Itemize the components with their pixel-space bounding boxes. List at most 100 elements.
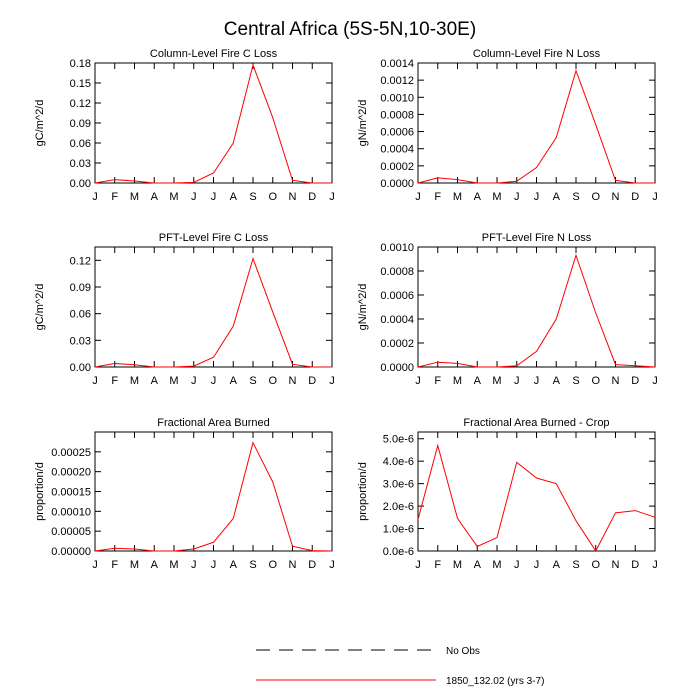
series-line [94, 256, 332, 368]
y-axis-label: proportion/d [357, 462, 369, 521]
x-tick-label: J [534, 191, 540, 203]
x-tick-label: J [92, 375, 98, 387]
x-tick-label: D [631, 559, 639, 571]
x-tick-label: J [415, 559, 421, 571]
y-tick-label: 3.0e-6 [383, 479, 414, 491]
x-tick-label: N [612, 191, 620, 203]
x-tick-label: J [211, 375, 217, 387]
x-tick-label: N [612, 375, 620, 387]
y-tick-label: 2.0e-6 [383, 501, 414, 513]
panel-title: Fractional Area Burned [157, 417, 270, 429]
y-tick-label: 5.0e-6 [383, 434, 414, 446]
panel-title: Fractional Area Burned - Crop [463, 417, 609, 429]
x-tick-label: F [434, 559, 441, 571]
x-tick-label: A [553, 191, 561, 203]
y-tick-label: 0.0000 [380, 178, 414, 190]
panel-title: Column-Level Fire C Loss [150, 48, 278, 60]
y-tick-label: 0.00005 [51, 526, 91, 538]
y-tick-label: 0.0002 [380, 161, 414, 173]
x-tick-label: F [111, 559, 118, 571]
x-tick-label: O [591, 559, 600, 571]
y-tick-label: 0.0000 [380, 362, 414, 374]
x-tick-label: A [230, 375, 238, 387]
x-tick-label: J [211, 191, 217, 203]
y-tick-label: 0.12 [70, 98, 91, 110]
y-tick-label: 0.0014 [380, 58, 414, 70]
x-tick-label: S [572, 375, 579, 387]
x-tick-label: O [268, 559, 277, 571]
y-tick-label: 0.0012 [380, 75, 414, 87]
x-tick-label: S [572, 559, 579, 571]
y-axis-label: proportion/d [34, 462, 46, 521]
x-tick-label: J [514, 375, 520, 387]
x-tick-label: M [169, 559, 178, 571]
panel-title: PFT-Level Fire C Loss [159, 232, 269, 244]
x-tick-label: A [474, 559, 482, 571]
x-tick-label: A [151, 559, 159, 571]
x-tick-label: J [514, 559, 520, 571]
y-tick-label: 0.0008 [380, 266, 414, 278]
series-line [417, 69, 655, 184]
y-axis-label: gC/m^2/d [34, 284, 46, 331]
x-tick-label: M [492, 559, 501, 571]
x-tick-label: J [211, 559, 217, 571]
x-tick-label: M [453, 191, 462, 203]
x-tick-label: M [130, 375, 139, 387]
x-tick-label: J [191, 375, 197, 387]
series-line [417, 253, 656, 368]
x-tick-label: M [169, 375, 178, 387]
legend-label-model: 1850_132.02 (yrs 3-7) [446, 676, 544, 687]
y-tick-label: 0.03 [70, 158, 91, 170]
x-tick-label: S [572, 191, 579, 203]
x-tick-label: O [268, 191, 277, 203]
panel-title: PFT-Level Fire N Loss [482, 232, 592, 244]
y-tick-label: 0.12 [70, 255, 91, 267]
y-tick-label: 0.06 [70, 309, 91, 321]
x-tick-label: J [329, 375, 335, 387]
x-tick-label: D [308, 559, 316, 571]
x-tick-label: N [289, 375, 297, 387]
x-tick-label: F [434, 375, 441, 387]
series-line [94, 63, 332, 184]
y-tick-label: 0.00 [70, 178, 91, 190]
x-tick-label: D [308, 191, 316, 203]
y-tick-label: 0.00015 [51, 487, 91, 499]
y-tick-label: 0.0002 [380, 338, 414, 350]
plot-frame [417, 431, 656, 552]
x-tick-label: J [92, 191, 98, 203]
x-tick-label: J [329, 191, 335, 203]
y-tick-label: 0.0004 [380, 314, 414, 326]
y-tick-label: 0.00 [70, 362, 91, 374]
x-tick-label: F [434, 191, 441, 203]
x-tick-label: J [191, 559, 197, 571]
x-tick-label: J [191, 191, 197, 203]
y-tick-label: 0.03 [70, 335, 91, 347]
x-tick-label: M [130, 191, 139, 203]
x-tick-label: J [329, 559, 335, 571]
x-tick-label: J [534, 559, 540, 571]
x-tick-label: J [514, 191, 520, 203]
x-tick-label: O [268, 375, 277, 387]
x-tick-label: J [415, 191, 421, 203]
y-axis-label: gN/m^2/d [357, 284, 369, 331]
x-tick-label: N [289, 191, 297, 203]
y-tick-label: 0.00010 [51, 506, 91, 518]
x-tick-label: M [453, 559, 462, 571]
plot-frame [94, 431, 333, 552]
y-tick-label: 0.0004 [380, 144, 414, 156]
y-tick-label: 1.0e-6 [383, 524, 414, 536]
series-line [417, 443, 656, 552]
y-tick-label: 0.0008 [380, 109, 414, 121]
x-tick-label: M [169, 191, 178, 203]
y-tick-label: 0.15 [70, 78, 91, 90]
chart-panel-6: Fractional Area Burned - Crop proportion/… [357, 417, 658, 571]
y-tick-label: 0.0e-6 [383, 546, 414, 558]
x-tick-label: M [453, 375, 462, 387]
x-tick-label: F [111, 375, 118, 387]
x-tick-label: S [249, 559, 256, 571]
x-tick-label: J [652, 191, 658, 203]
plot-frame [94, 246, 333, 368]
